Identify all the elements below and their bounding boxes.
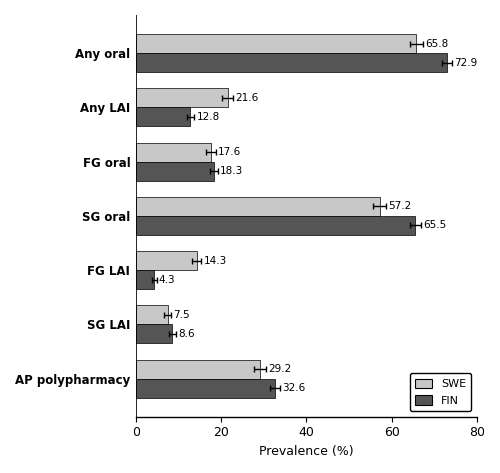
Bar bbox=[136, 270, 154, 289]
Bar bbox=[136, 379, 275, 398]
Text: 4.3: 4.3 bbox=[159, 275, 176, 285]
Text: 32.6: 32.6 bbox=[282, 383, 306, 393]
Bar bbox=[136, 324, 172, 343]
Bar bbox=[136, 88, 228, 107]
Bar bbox=[136, 162, 214, 181]
Bar bbox=[136, 197, 380, 216]
Text: 17.6: 17.6 bbox=[218, 147, 242, 157]
Text: 57.2: 57.2 bbox=[388, 201, 411, 211]
Bar bbox=[136, 53, 446, 72]
Bar bbox=[136, 306, 168, 324]
Bar bbox=[136, 360, 260, 379]
Text: 14.3: 14.3 bbox=[204, 255, 227, 266]
Legend: SWE, FIN: SWE, FIN bbox=[410, 373, 472, 411]
Text: 29.2: 29.2 bbox=[268, 364, 291, 374]
Bar bbox=[136, 107, 190, 126]
Bar bbox=[136, 216, 415, 235]
Text: 8.6: 8.6 bbox=[178, 329, 194, 339]
Text: 72.9: 72.9 bbox=[454, 58, 477, 68]
Text: 21.6: 21.6 bbox=[236, 93, 259, 103]
Text: 65.5: 65.5 bbox=[423, 220, 446, 230]
Text: 7.5: 7.5 bbox=[174, 310, 190, 320]
Text: 18.3: 18.3 bbox=[220, 166, 244, 176]
Bar bbox=[136, 251, 197, 270]
Text: 65.8: 65.8 bbox=[425, 38, 448, 49]
Bar bbox=[136, 142, 211, 162]
Text: 12.8: 12.8 bbox=[196, 112, 220, 122]
Bar bbox=[136, 34, 416, 53]
X-axis label: Prevalence (%): Prevalence (%) bbox=[259, 445, 354, 458]
